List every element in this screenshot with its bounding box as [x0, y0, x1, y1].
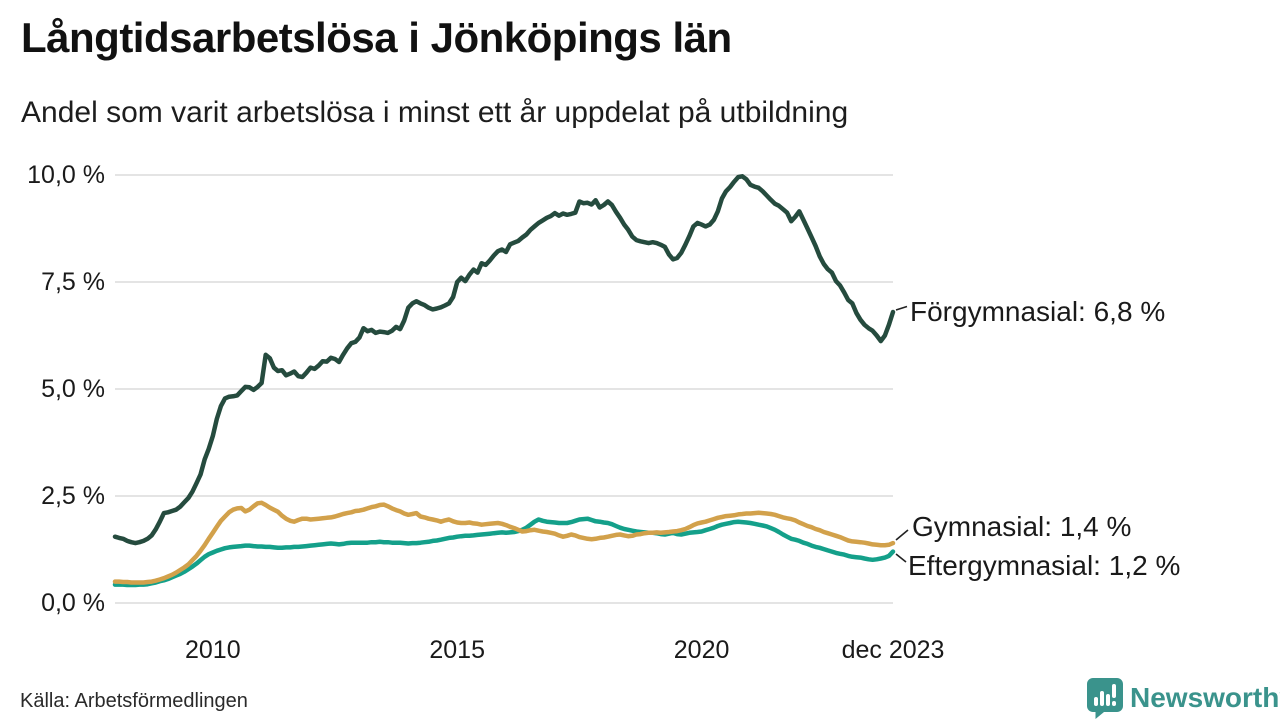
series-label-eftergymnasial: Eftergymnasial: 1,2 % — [908, 550, 1181, 581]
page-subtitle: Andel som varit arbetslösa i minst ett å… — [21, 96, 849, 129]
y-axis-tick-label: 2,5 % — [41, 482, 105, 510]
x-axis-tick-label: 2010 — [184, 636, 241, 664]
label-leader-line — [895, 305, 908, 311]
bar-chart-speech-bubble-icon — [1086, 677, 1124, 719]
page-title: Långtidsarbetslösa i Jönköpings län — [21, 14, 732, 61]
newsworthy-logo[interactable]: Newsworthy — [1086, 677, 1280, 719]
source-credit: Källa: Arbetsförmedlingen — [20, 690, 248, 712]
y-axis-tick-label: 10,0 % — [27, 161, 105, 189]
label-leader-line — [895, 553, 907, 563]
line-eftergymnasial — [112, 516, 896, 588]
y-axis-tick-label: 7,5 % — [41, 268, 105, 296]
x-axis-tick-label: 2015 — [429, 636, 485, 664]
x-axis-tick-label: 2020 — [673, 636, 730, 664]
x-axis-tick-label: dec 2023 — [841, 636, 945, 664]
line-förgymnasial — [112, 174, 896, 546]
series-label-gymnasial: Gymnasial: 1,4 % — [912, 511, 1132, 542]
line-gymnasial — [112, 500, 896, 585]
y-axis-tick-label: 0,0 % — [41, 589, 105, 617]
label-leader-line — [895, 529, 909, 541]
series-label-forgymnasial: Förgymnasial: 6,8 % — [910, 296, 1166, 327]
y-axis-tick-label: 5,0 % — [41, 375, 105, 403]
newsworthy-wordmark: Newsworthy — [1130, 682, 1280, 713]
